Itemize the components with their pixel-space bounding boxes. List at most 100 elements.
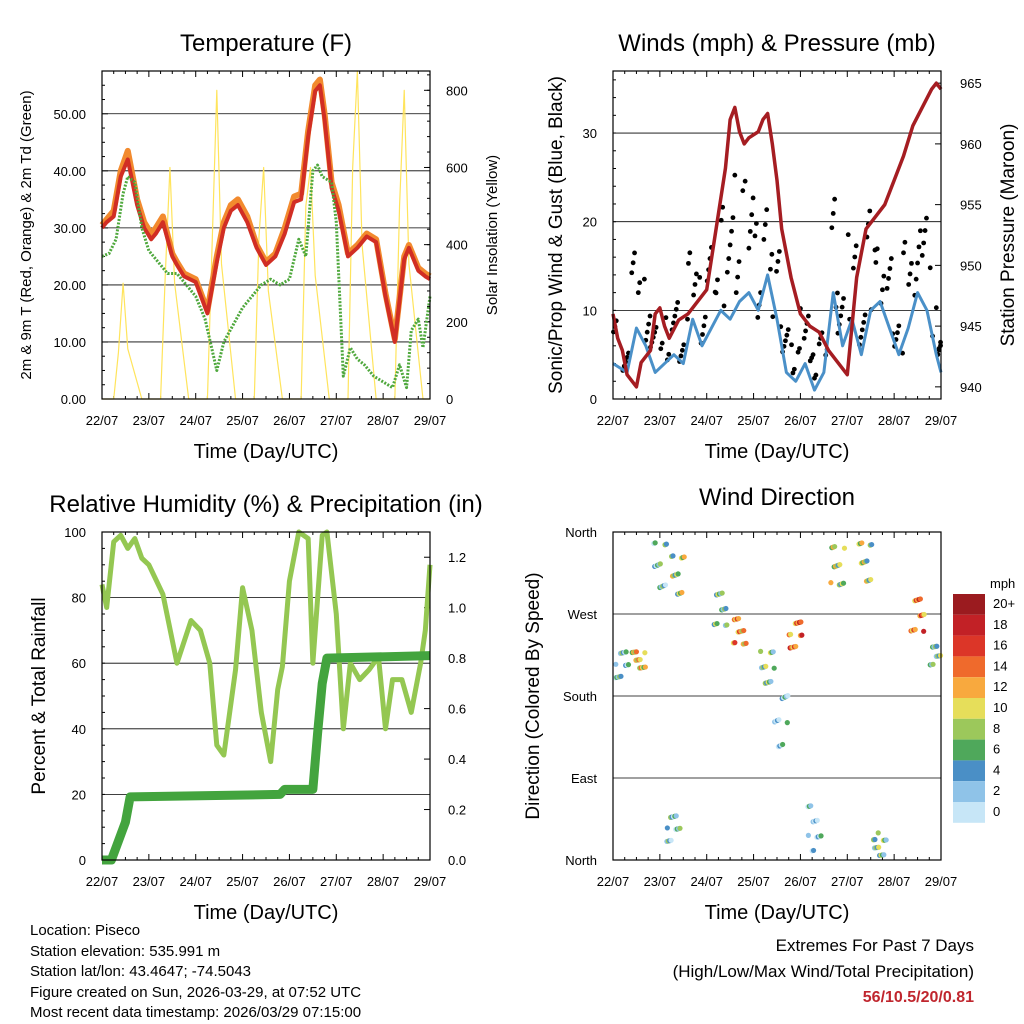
gust-point: [769, 251, 775, 257]
elevation-text: Station elevation: 535.991 m: [30, 942, 221, 960]
direction-point: [625, 662, 632, 668]
gust-point: [835, 290, 840, 296]
legend-label: 16: [993, 638, 1007, 653]
y-tick-label: 10: [583, 303, 597, 318]
x-tick-label: 29/07: [414, 413, 447, 428]
gust-point: [797, 346, 802, 351]
panel-temperature: Temperature (F) Time (Day/UTC) 22/07 23/07 2…: [18, 30, 501, 463]
direction-point: [670, 553, 676, 559]
direction-point: [652, 540, 658, 546]
y-tick-label: 80: [72, 591, 86, 606]
gust-point: [724, 269, 730, 275]
x-tick-label: 25/07: [737, 413, 770, 428]
gust-point: [768, 266, 773, 272]
y2-axis-label: Station Pressure (Maroon): [998, 124, 1019, 347]
gust-point: [852, 254, 858, 260]
direction-point: [714, 620, 720, 627]
gust-point: [736, 259, 742, 264]
direction-point: [675, 571, 681, 577]
gust-point: [632, 250, 637, 256]
gust-point: [641, 276, 647, 282]
gust-point: [922, 228, 928, 233]
gust-point: [785, 327, 791, 332]
direction-point: [808, 803, 814, 809]
panel-winds: Winds (mph) & Pressure (mb) Time (Day/UTC…: [546, 30, 1019, 463]
direction-point: [657, 561, 663, 567]
gust-point: [742, 178, 748, 184]
gust-point: [845, 232, 851, 238]
y-tick-label: 40: [72, 722, 86, 737]
gust-point: [740, 188, 746, 194]
direction-point: [613, 661, 619, 667]
gust-point: [783, 338, 788, 344]
y2-tick-label: 955: [960, 198, 982, 213]
gust-point: [666, 351, 672, 357]
gust-point: [805, 313, 811, 319]
y-tick-label: 30.00: [53, 221, 86, 236]
gust-point: [803, 328, 808, 334]
direction-point: [758, 648, 764, 654]
gust-point: [909, 260, 914, 266]
gust-point: [694, 271, 699, 277]
y2-tick-label: 400: [446, 238, 468, 253]
x-axis-label: Time (Day/UTC): [194, 441, 339, 463]
y-axis-label: 2m & 9m T (Red, Orange) & 2m Td (Green): [18, 90, 35, 379]
gust-point: [789, 342, 794, 348]
direction-point: [763, 663, 769, 669]
direction-point: [828, 580, 834, 586]
gust-point: [884, 285, 890, 291]
gust-point: [750, 195, 756, 201]
y-axis-label: Sonic/Prop Wind & Gust (Blue, Black): [546, 76, 567, 394]
direction-point: [618, 673, 624, 679]
y2-tick-label: 200: [446, 315, 468, 330]
direction-point: [673, 813, 679, 819]
gust-point: [888, 256, 894, 261]
y2-axis-label: Solar Insolation (Yellow): [484, 155, 501, 315]
series-line-2m-t: [100, 83, 432, 344]
direction-point: [883, 837, 889, 843]
direction-point: [841, 545, 848, 551]
y2-tick-label: 0.4: [448, 752, 466, 767]
y-tick-label: 0: [590, 392, 597, 407]
gust-point: [678, 353, 684, 359]
y-tick-label: 20: [583, 215, 597, 230]
gust-point: [776, 249, 782, 254]
direction-point: [741, 627, 747, 634]
gust-point: [830, 211, 836, 216]
gust-point: [637, 280, 643, 286]
direction-point: [818, 833, 824, 839]
created-text: Figure created on Sun, 2026-03-29, at 07…: [30, 983, 362, 1001]
gust-point: [915, 260, 920, 266]
direction-point: [837, 562, 843, 568]
gust-point: [775, 259, 781, 264]
gust-point: [832, 196, 838, 202]
y2-tick-label: 945: [960, 319, 982, 334]
direction-point: [859, 540, 865, 546]
y-tick-label: 20: [72, 787, 86, 802]
gust-point: [749, 212, 755, 218]
y-tick-label: North: [565, 525, 597, 540]
gust-point: [753, 221, 759, 226]
y-tick-label: 50.00: [53, 107, 86, 122]
direction-point: [768, 678, 774, 685]
y-tick-label: 20.00: [53, 278, 86, 293]
legend-swatch: [953, 718, 985, 740]
gust-point: [663, 315, 669, 321]
y-tick-label: North: [565, 853, 597, 868]
gust-point: [679, 347, 685, 353]
x-tick-label: 22/07: [86, 413, 119, 428]
gust-point: [735, 274, 741, 280]
gust-point: [873, 260, 879, 265]
gust-point: [887, 266, 893, 271]
y2-tick-label: 0.0: [448, 853, 466, 868]
x-tick-label: 26/07: [273, 874, 306, 889]
gust-point: [801, 335, 807, 341]
plot-frame: [101, 531, 431, 861]
legend-swatch: [953, 760, 985, 782]
legend-swatch: [953, 656, 985, 678]
panel-humidity: Relative Humidity (%) & Precipitation (i…: [29, 491, 483, 924]
gust-point: [752, 233, 758, 239]
direction-point: [876, 844, 882, 850]
gust-point: [720, 204, 726, 210]
